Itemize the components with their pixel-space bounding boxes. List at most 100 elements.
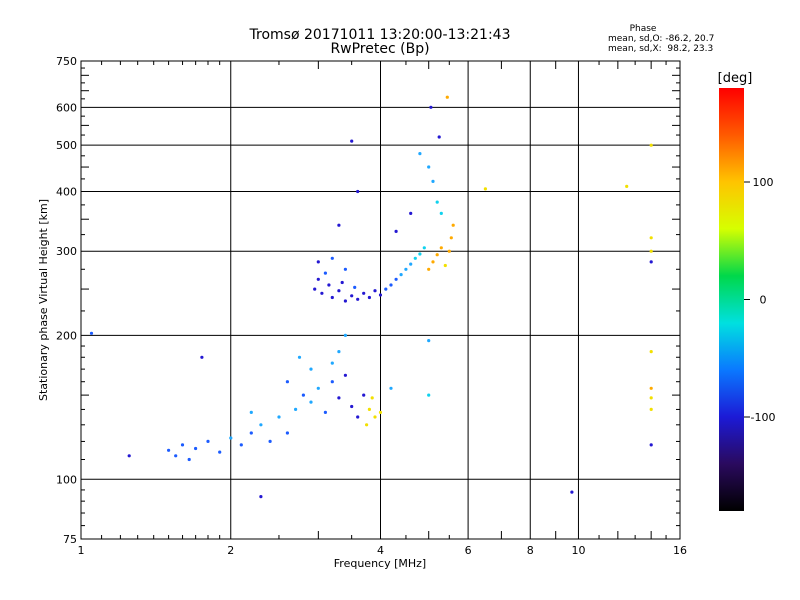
data-point bbox=[427, 393, 431, 397]
data-point bbox=[127, 454, 131, 458]
data-point bbox=[268, 439, 272, 443]
grid-layer bbox=[81, 61, 680, 539]
data-point bbox=[435, 253, 439, 257]
data-point bbox=[353, 285, 357, 289]
data-point bbox=[649, 350, 653, 354]
y-tick-label: 200 bbox=[56, 329, 77, 342]
x-tick-label: 10 bbox=[571, 544, 585, 557]
data-point bbox=[483, 187, 487, 191]
data-point bbox=[649, 249, 653, 253]
data-point bbox=[343, 299, 347, 303]
data-point bbox=[413, 256, 417, 260]
data-point bbox=[89, 331, 94, 335]
data-point bbox=[378, 293, 383, 297]
stats-line-x: mean, sd,X: 98.2, 23.3 bbox=[608, 44, 713, 54]
plot-area: 1 2 4 6 8 10 16 75 100 200 300 400 500 600 750 bbox=[56, 55, 687, 557]
stats-heading: Phase bbox=[630, 24, 657, 34]
data-point bbox=[439, 246, 443, 250]
x-tick-label: 6 bbox=[465, 544, 472, 557]
data-point bbox=[285, 380, 289, 384]
data-point bbox=[570, 490, 574, 494]
data-point bbox=[427, 165, 431, 169]
y-tick-label: 400 bbox=[56, 185, 77, 198]
data-point bbox=[625, 184, 629, 188]
x-axis-label: Frequency [MHz] bbox=[334, 557, 426, 570]
plot-frame bbox=[80, 60, 681, 540]
colorbar-gradient bbox=[719, 88, 744, 511]
data-point bbox=[316, 277, 320, 281]
data-point bbox=[418, 152, 422, 156]
data-point bbox=[327, 283, 331, 287]
data-point bbox=[316, 386, 320, 390]
y-axis-label: Stationary phase Virtual Height [km] bbox=[37, 199, 50, 401]
data-point bbox=[378, 410, 383, 414]
data-point bbox=[649, 236, 653, 240]
data-point bbox=[330, 295, 334, 300]
data-point bbox=[249, 410, 253, 414]
data-point bbox=[649, 407, 653, 411]
data-point bbox=[404, 267, 408, 271]
data-point bbox=[313, 287, 317, 291]
data-point bbox=[451, 223, 455, 227]
data-point bbox=[367, 295, 371, 300]
colorbar-label: [deg] bbox=[718, 71, 753, 86]
data-point bbox=[180, 443, 185, 447]
y-tick-label: 75 bbox=[63, 533, 77, 546]
data-point bbox=[309, 400, 313, 404]
data-point bbox=[427, 267, 431, 271]
data-point bbox=[294, 407, 298, 411]
data-point bbox=[194, 446, 198, 451]
data-point bbox=[309, 367, 313, 371]
data-point bbox=[301, 393, 305, 397]
data-point bbox=[362, 291, 366, 295]
data-point bbox=[422, 246, 426, 250]
data-point bbox=[337, 350, 341, 354]
data-point bbox=[200, 355, 204, 359]
data-point bbox=[259, 495, 263, 499]
data-point bbox=[174, 454, 178, 458]
data-point bbox=[337, 396, 341, 400]
data-point bbox=[439, 211, 443, 215]
data-point bbox=[350, 404, 354, 409]
data-point bbox=[418, 252, 422, 256]
data-point bbox=[445, 95, 449, 99]
chart-title: Tromsø 20171011 13:20:00-13:21:43 bbox=[249, 27, 511, 43]
data-point bbox=[367, 407, 371, 411]
data-point bbox=[340, 280, 344, 285]
data-point bbox=[443, 263, 447, 268]
data-point bbox=[323, 410, 327, 414]
data-point bbox=[167, 448, 171, 452]
data-point bbox=[431, 179, 435, 183]
data-point bbox=[356, 297, 360, 301]
x-ticks-layer: 1 2 4 6 8 10 16 bbox=[78, 61, 687, 557]
data-point bbox=[384, 287, 388, 291]
data-point bbox=[259, 423, 263, 427]
data-point bbox=[365, 423, 369, 427]
colorbar: [deg] 100 0 -100 bbox=[718, 71, 775, 511]
data-point bbox=[337, 289, 341, 293]
data-point bbox=[394, 229, 398, 233]
data-point bbox=[431, 260, 435, 264]
data-point bbox=[435, 200, 439, 204]
data-point bbox=[649, 396, 653, 400]
colorbar-tick-label: 100 bbox=[753, 176, 774, 189]
data-point bbox=[649, 386, 653, 390]
data-point bbox=[449, 236, 453, 240]
data-point bbox=[277, 415, 281, 419]
y-tick-label: 300 bbox=[56, 245, 77, 258]
colorbar-tick-label: 0 bbox=[760, 294, 767, 307]
y-tick-label: 100 bbox=[56, 473, 77, 486]
data-point bbox=[356, 189, 360, 194]
data-point bbox=[206, 439, 210, 443]
data-point bbox=[218, 450, 222, 454]
data-point bbox=[297, 355, 302, 359]
y-tick-label: 500 bbox=[56, 139, 77, 152]
y-tick-label: 750 bbox=[56, 55, 77, 68]
data-point bbox=[320, 291, 324, 295]
data-point bbox=[399, 273, 403, 277]
x-tick-label: 2 bbox=[227, 544, 234, 557]
data-point bbox=[373, 289, 377, 293]
data-point bbox=[356, 415, 360, 419]
data-point bbox=[373, 415, 377, 419]
